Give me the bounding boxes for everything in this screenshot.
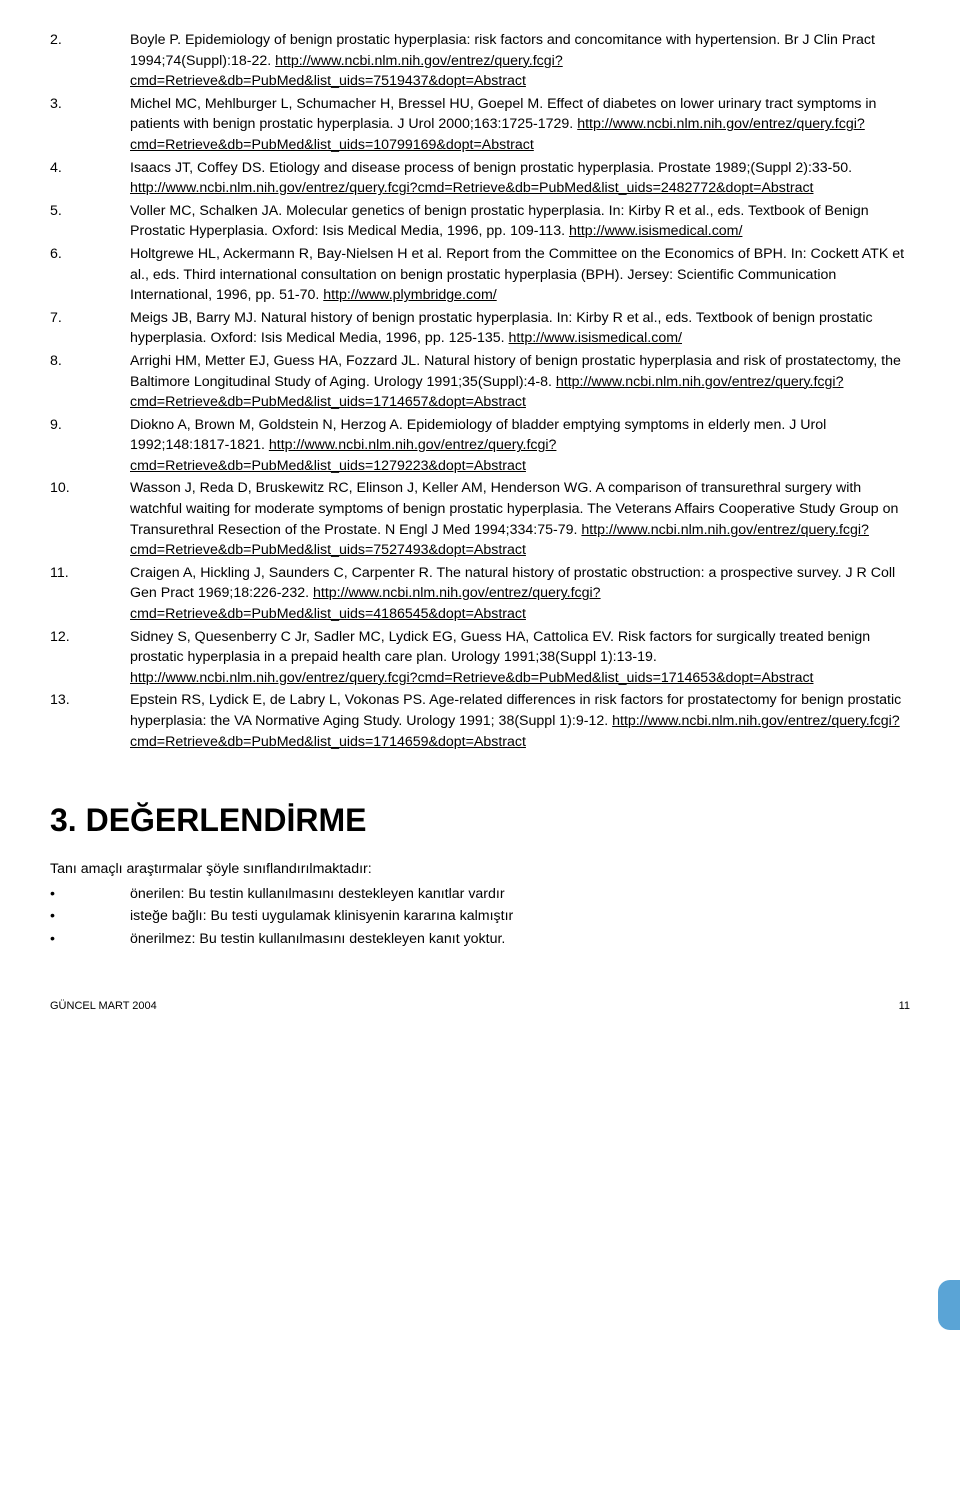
reference-text: Boyle P. Epidemiology of benign prostati…	[130, 30, 910, 92]
bullet-item: •önerilmez: Bu testin kullanılmasını des…	[50, 929, 910, 950]
footer-right: 11	[899, 1000, 910, 1012]
reference-text: Isaacs JT, Coffey DS. Etiology and disea…	[130, 158, 910, 199]
reference-number: 12.	[50, 627, 130, 689]
section-intro: Tanı amaçlı araştırmalar şöyle sınıfland…	[50, 859, 910, 880]
reference-text: Arrighi HM, Metter EJ, Guess HA, Fozzard…	[130, 351, 910, 413]
reference-number: 5.	[50, 201, 130, 242]
reference-item: 7.Meigs JB, Barry MJ. Natural history of…	[50, 308, 910, 349]
reference-item: 4.Isaacs JT, Coffey DS. Etiology and dis…	[50, 158, 910, 199]
reference-number: 11.	[50, 563, 130, 625]
reference-number: 2.	[50, 30, 130, 92]
reference-citation: Isaacs JT, Coffey DS. Etiology and disea…	[130, 160, 852, 176]
footer-left: GÜNCEL MART 2004	[50, 1000, 157, 1012]
reference-item: 6.Holtgrewe HL, Ackermann R, Bay-Nielsen…	[50, 244, 910, 306]
reference-number: 6.	[50, 244, 130, 306]
reference-item: 9.Diokno A, Brown M, Goldstein N, Herzog…	[50, 415, 910, 477]
reference-number: 4.	[50, 158, 130, 199]
page: 2.Boyle P. Epidemiology of benign prosta…	[0, 0, 960, 1032]
reference-item: 11.Craigen A, Hickling J, Saunders C, Ca…	[50, 563, 910, 625]
bullet-text: önerilmez: Bu testin kullanılmasını dest…	[130, 929, 910, 950]
bullet-mark: •	[50, 906, 130, 927]
reference-link[interactable]: http://www.ncbi.nlm.nih.gov/entrez/query…	[130, 670, 814, 686]
reference-citation: Sidney S, Quesenberry C Jr, Sadler MC, L…	[130, 629, 870, 666]
reference-item: 2.Boyle P. Epidemiology of benign prosta…	[50, 30, 910, 92]
reference-link[interactable]: http://www.isismedical.com/	[569, 223, 742, 239]
reference-number: 10.	[50, 478, 130, 560]
bullet-mark: •	[50, 929, 130, 950]
reference-citation: Meigs JB, Barry MJ. Natural history of b…	[130, 310, 873, 347]
reference-text: Meigs JB, Barry MJ. Natural history of b…	[130, 308, 910, 349]
page-footer: GÜNCEL MART 2004 11	[50, 1000, 910, 1012]
reference-item: 3.Michel MC, Mehlburger L, Schumacher H,…	[50, 94, 910, 156]
bullet-item: •isteğe bağlı: Bu testi uygulamak klinis…	[50, 906, 910, 927]
reference-item: 8.Arrighi HM, Metter EJ, Guess HA, Fozza…	[50, 351, 910, 413]
reference-citation: Holtgrewe HL, Ackermann R, Bay-Nielsen H…	[130, 246, 904, 303]
reference-number: 3.	[50, 94, 130, 156]
reference-number: 9.	[50, 415, 130, 477]
reference-item: 5.Voller MC, Schalken JA. Molecular gene…	[50, 201, 910, 242]
reference-number: 8.	[50, 351, 130, 413]
reference-text: Voller MC, Schalken JA. Molecular geneti…	[130, 201, 910, 242]
reference-text: Wasson J, Reda D, Bruskewitz RC, Elinson…	[130, 478, 910, 560]
reference-link[interactable]: http://www.ncbi.nlm.nih.gov/entrez/query…	[130, 180, 814, 196]
reference-link[interactable]: http://www.plymbridge.com/	[323, 287, 496, 303]
reference-item: 10.Wasson J, Reda D, Bruskewitz RC, Elin…	[50, 478, 910, 560]
bullet-text: önerilen: Bu testin kullanılmasını deste…	[130, 884, 910, 905]
reference-text: Sidney S, Quesenberry C Jr, Sadler MC, L…	[130, 627, 910, 689]
reference-text: Epstein RS, Lydick E, de Labry L, Vokona…	[130, 690, 910, 752]
reference-number: 7.	[50, 308, 130, 349]
reference-text: Diokno A, Brown M, Goldstein N, Herzog A…	[130, 415, 910, 477]
reference-text: Michel MC, Mehlburger L, Schumacher H, B…	[130, 94, 910, 156]
reference-link[interactable]: http://www.isismedical.com/	[509, 330, 682, 346]
reference-number: 13.	[50, 690, 130, 752]
bullet-text: isteğe bağlı: Bu testi uygulamak klinisy…	[130, 906, 910, 927]
section-heading: 3. DEĞERLENDİRME	[50, 802, 910, 839]
bullet-item: •önerilen: Bu testin kullanılmasını dest…	[50, 884, 910, 905]
reference-item: 13.Epstein RS, Lydick E, de Labry L, Vok…	[50, 690, 910, 752]
reference-citation: Voller MC, Schalken JA. Molecular geneti…	[130, 203, 869, 240]
reference-text: Craigen A, Hickling J, Saunders C, Carpe…	[130, 563, 910, 625]
reference-text: Holtgrewe HL, Ackermann R, Bay-Nielsen H…	[130, 244, 910, 306]
reference-item: 12.Sidney S, Quesenberry C Jr, Sadler MC…	[50, 627, 910, 689]
reference-list: 2.Boyle P. Epidemiology of benign prosta…	[50, 30, 910, 752]
side-tab	[938, 1280, 960, 1330]
bullet-mark: •	[50, 884, 130, 905]
bullet-list: •önerilen: Bu testin kullanılmasını dest…	[50, 884, 910, 950]
